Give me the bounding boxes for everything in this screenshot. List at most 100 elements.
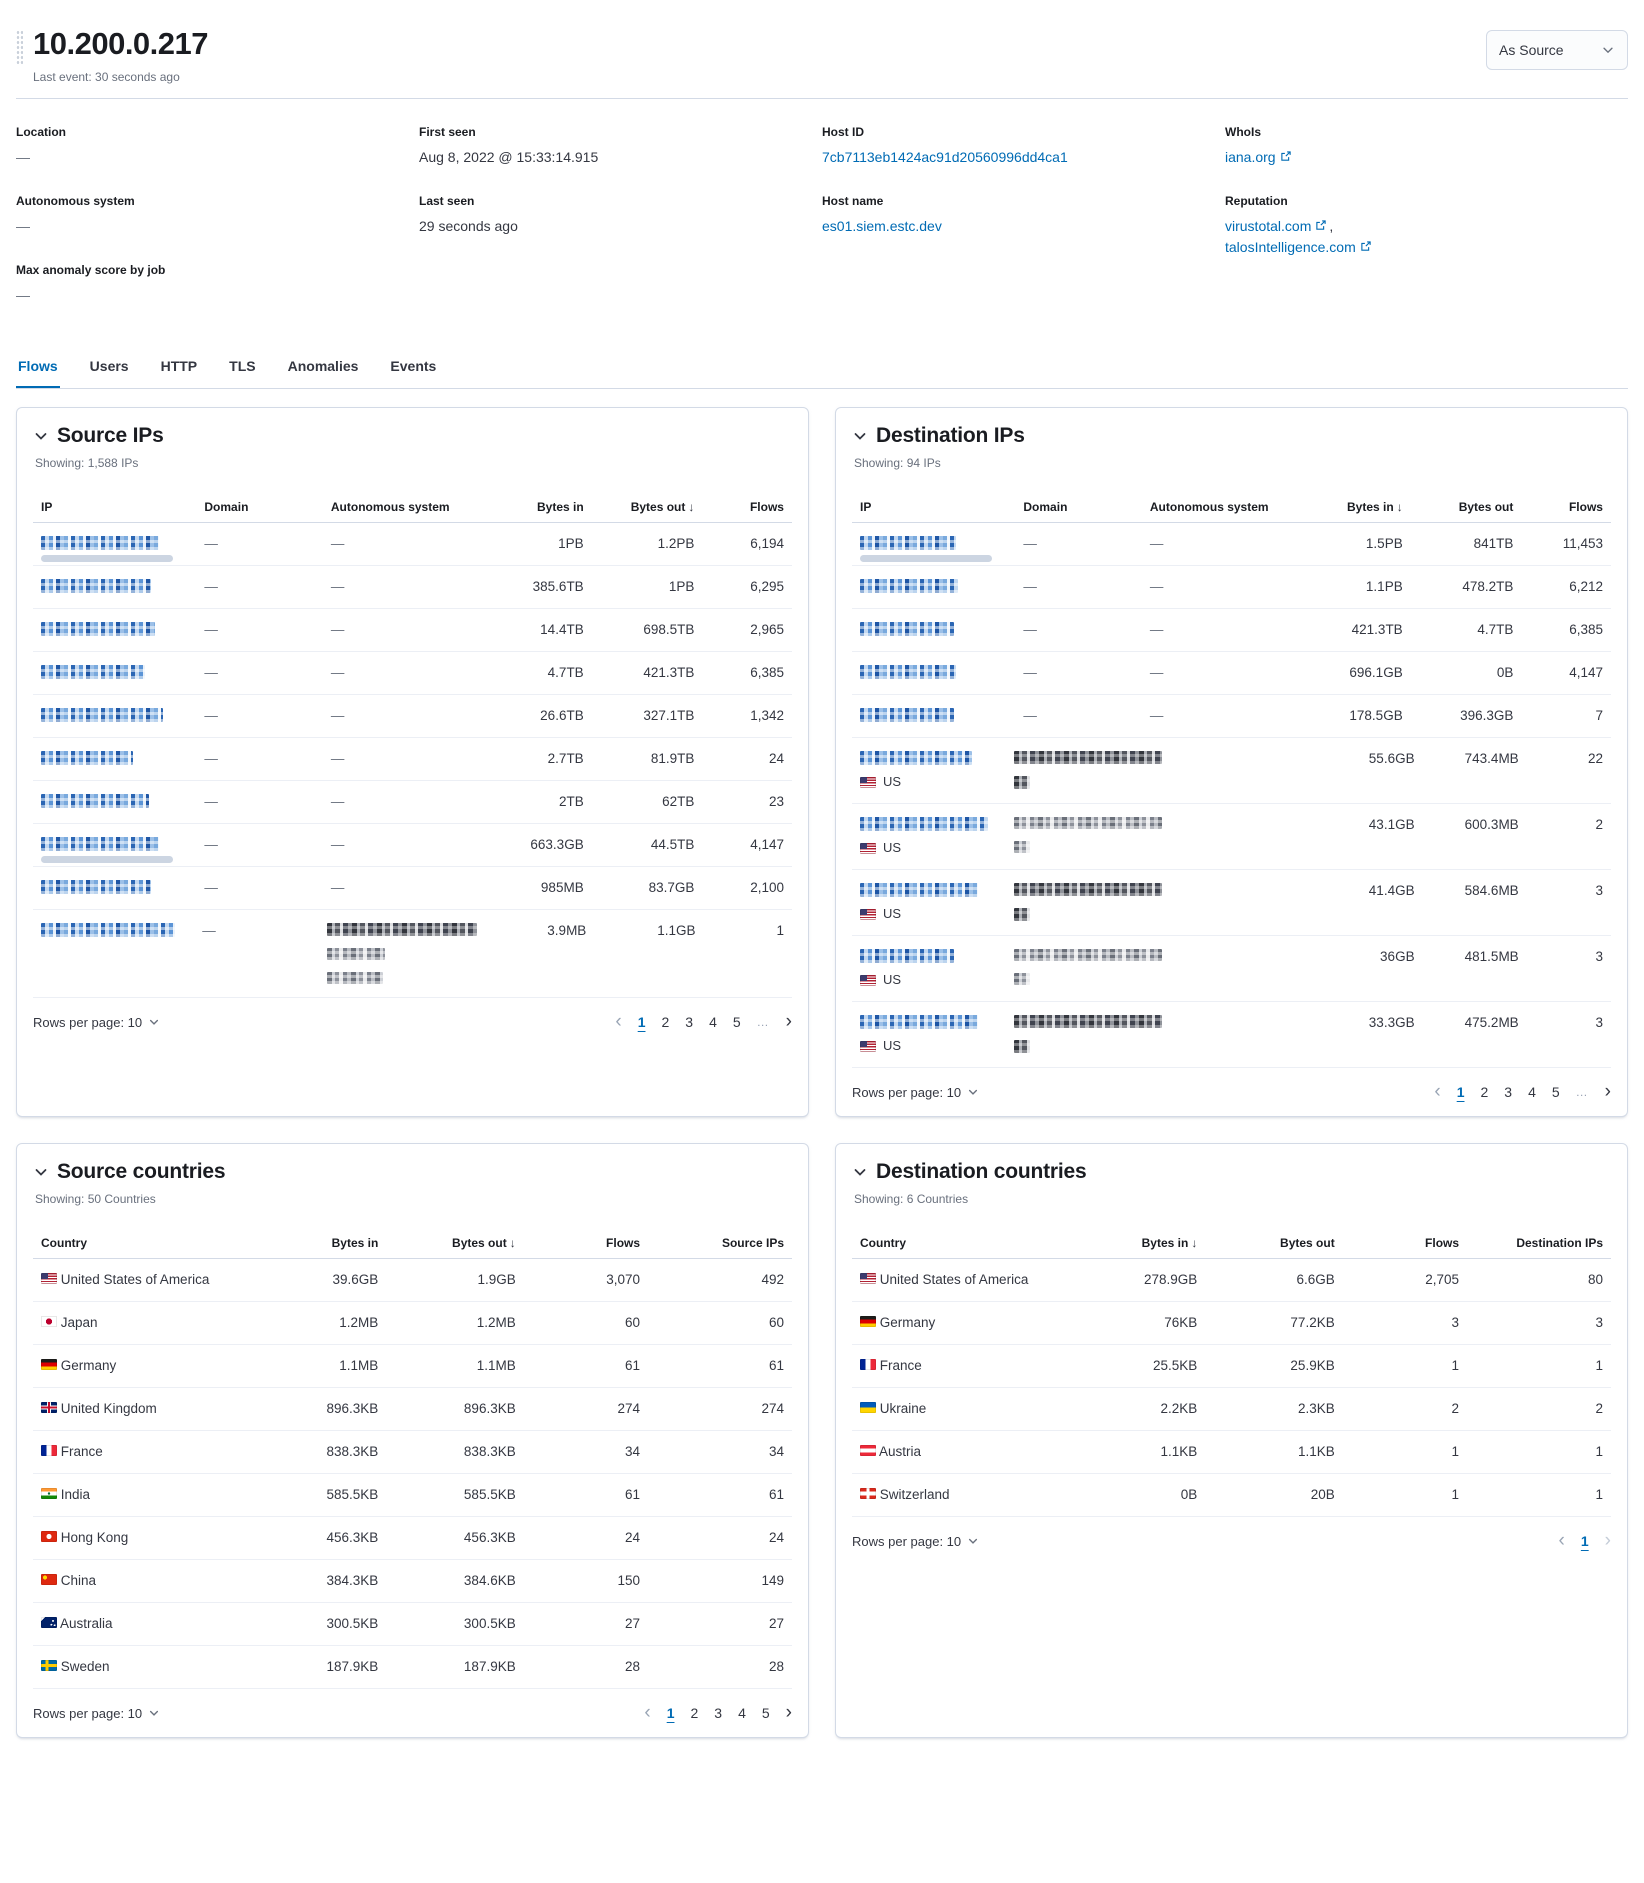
column-header-country[interactable]: Country: [41, 1236, 87, 1250]
whois-link[interactable]: iana.org: [1225, 149, 1276, 165]
previous-page-button[interactable]: ‹: [1558, 1530, 1565, 1551]
domain-cell: —: [204, 794, 218, 809]
column-header-ip[interactable]: IP: [41, 500, 53, 514]
column-header-flows[interactable]: Flows: [606, 1236, 641, 1250]
country-cell: Sweden: [33, 1646, 255, 1688]
rows-per-page-button[interactable]: Rows per page: 10: [33, 1015, 160, 1030]
host-id-link[interactable]: 7cb7113eb1424ac91d20560996dd4ca1: [822, 149, 1068, 165]
host-name-link[interactable]: es01.siem.estc.dev: [822, 218, 942, 234]
page-number-1[interactable]: 1: [637, 1014, 646, 1030]
tab-tls[interactable]: TLS: [229, 358, 256, 374]
column-header-ip[interactable]: IP: [860, 500, 872, 514]
flows-value: 23: [768, 794, 784, 809]
rows-per-page-button[interactable]: Rows per page: 10: [852, 1085, 979, 1100]
page-number-3[interactable]: 3: [685, 1014, 694, 1030]
country-name: Australia: [57, 1616, 113, 1631]
reputation-talos-link[interactable]: talosIntelligence.com: [1225, 239, 1356, 255]
column-header-domain[interactable]: Domain: [204, 500, 249, 514]
page-number-3[interactable]: 3: [714, 1705, 723, 1721]
column-header-flows[interactable]: Flows: [749, 500, 784, 514]
page-number-2[interactable]: 2: [1480, 1084, 1489, 1100]
flows-value: 274: [617, 1401, 641, 1416]
tab-users[interactable]: Users: [89, 358, 129, 374]
reputation-virustotal-link[interactable]: virustotal.com: [1225, 218, 1312, 234]
ip-cell[interactable]: US: [852, 1002, 1006, 1067]
column-header-autonomous-system[interactable]: Autonomous system: [1149, 500, 1269, 514]
column-header-bytes-out[interactable]: Bytes out: [1280, 1236, 1335, 1250]
ip-cell[interactable]: [33, 652, 196, 692]
column-header-bytes-out[interactable]: Bytes out ↓: [452, 1236, 516, 1250]
page-number-5[interactable]: 5: [732, 1014, 741, 1030]
column-header-bytes-in[interactable]: Bytes in ↓: [1347, 500, 1403, 514]
page-number-1[interactable]: 1: [1580, 1533, 1589, 1549]
next-page-button[interactable]: ›: [785, 1011, 792, 1032]
ip-cell[interactable]: [33, 781, 196, 821]
column-header-domain[interactable]: Domain: [1023, 500, 1068, 514]
ip-cell[interactable]: [33, 609, 196, 649]
source-ips-panel-header[interactable]: Source IPs: [33, 424, 792, 448]
ip-cell[interactable]: [33, 695, 196, 735]
rows-per-page-button[interactable]: Rows per page: 10: [33, 1706, 160, 1721]
flag-icon-cn: [41, 1574, 57, 1585]
ip-cell[interactable]: [33, 824, 196, 864]
tab-anomalies[interactable]: Anomalies: [287, 358, 359, 374]
ip-cell[interactable]: [852, 523, 1015, 563]
column-header-bytes-in[interactable]: Bytes in: [537, 500, 584, 514]
ip-cell[interactable]: US: [852, 870, 1006, 935]
rows-per-page-button[interactable]: Rows per page: 10: [852, 1534, 979, 1549]
flows-value: 1: [1451, 1444, 1460, 1459]
previous-page-button[interactable]: ‹: [615, 1011, 622, 1032]
destination-countries-panel-header[interactable]: Destination countries: [852, 1160, 1611, 1184]
page-number-1[interactable]: 1: [1456, 1084, 1465, 1100]
page-number-4[interactable]: 4: [709, 1014, 717, 1030]
ip-cell[interactable]: [33, 738, 196, 778]
ip-cell[interactable]: US: [852, 738, 1006, 803]
column-header-autonomous-system[interactable]: Autonomous system: [330, 500, 450, 514]
source-countries-panel-header[interactable]: Source countries: [33, 1160, 792, 1184]
column-header-flows[interactable]: Flows: [1425, 1236, 1460, 1250]
table-row: Hong Kong 456.3KB 456.3KB 24 24: [33, 1517, 792, 1560]
column-header-bytes-out[interactable]: Bytes out ↓: [630, 500, 695, 514]
tab-events[interactable]: Events: [390, 358, 437, 374]
ip-cell[interactable]: [33, 867, 196, 907]
ip-cell[interactable]: [33, 566, 196, 606]
page-number-4[interactable]: 4: [1528, 1084, 1536, 1100]
tab-http[interactable]: HTTP: [160, 358, 198, 374]
previous-page-button[interactable]: ‹: [1434, 1081, 1441, 1102]
ip-cell[interactable]: [33, 910, 194, 950]
ip-cell[interactable]: US: [852, 804, 1006, 869]
next-page-button[interactable]: ›: [785, 1702, 792, 1723]
next-page-button[interactable]: ›: [1604, 1081, 1611, 1102]
column-header-source-ips[interactable]: Source IPs: [721, 1236, 784, 1250]
column-header-country[interactable]: Country: [860, 1236, 906, 1250]
ip-cell[interactable]: [852, 695, 1015, 735]
page-number-2[interactable]: 2: [690, 1705, 699, 1721]
page-number-1[interactable]: 1: [666, 1705, 675, 1721]
ip-cell[interactable]: [852, 652, 1015, 692]
page-number-4[interactable]: 4: [738, 1705, 746, 1721]
ip-cell[interactable]: [852, 609, 1015, 649]
flows-value: 2: [1451, 1401, 1460, 1416]
ip-cell[interactable]: [33, 523, 196, 563]
column-header-bytes-out[interactable]: Bytes out: [1458, 500, 1514, 514]
ip-cell[interactable]: [852, 566, 1015, 606]
column-header-destination-ips[interactable]: Destination IPs: [1516, 1236, 1603, 1250]
column-header-bytes-in[interactable]: Bytes in: [331, 1236, 379, 1250]
next-page-button[interactable]: ›: [1604, 1530, 1611, 1551]
as-source-dropdown[interactable]: As Source: [1486, 30, 1628, 70]
page-number-2[interactable]: 2: [661, 1014, 670, 1030]
bytes-out-value: 4.7TB: [1477, 622, 1514, 637]
ip-cell[interactable]: US: [852, 936, 1006, 1001]
page-number-5[interactable]: 5: [761, 1705, 770, 1721]
tab-flows[interactable]: Flows: [16, 348, 60, 388]
column-header-bytes-in[interactable]: Bytes in ↓: [1141, 1236, 1198, 1250]
column-header-flows[interactable]: Flows: [1568, 500, 1603, 514]
previous-page-button[interactable]: ‹: [644, 1702, 651, 1723]
destination-ips-panel-header[interactable]: Destination IPs: [852, 424, 1611, 448]
bytes-in-value: 36GB: [1380, 949, 1415, 964]
page-number-3[interactable]: 3: [1504, 1084, 1513, 1100]
censored-ip: [860, 1015, 978, 1029]
bytes-out-value: 20B: [1310, 1487, 1335, 1502]
page-number-5[interactable]: 5: [1551, 1084, 1560, 1100]
bytes-out-value: 1.2MB: [476, 1315, 516, 1330]
